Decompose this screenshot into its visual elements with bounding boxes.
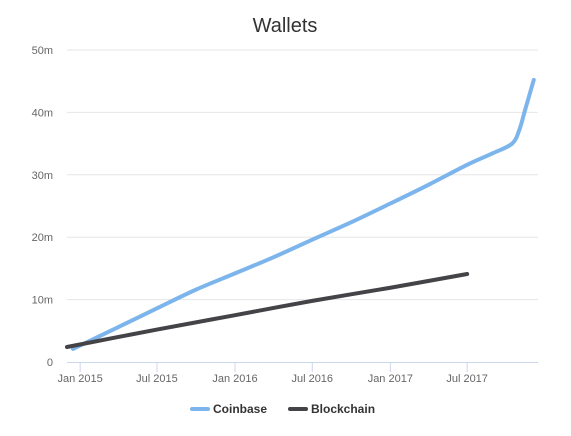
legend-item-coinbase[interactable]: Coinbase xyxy=(190,402,267,416)
y-tick-label: 20m xyxy=(32,232,53,244)
x-axis: Jan 2015 Jul 2015 Jan 2016 Jul 2016 Jan 2017… xyxy=(58,362,538,385)
x-tick-label: Jan 2016 xyxy=(212,373,257,385)
legend-label: Blockchain xyxy=(311,402,375,416)
legend-item-blockchain[interactable]: Blockchain xyxy=(288,402,375,416)
series-lines xyxy=(65,77,536,351)
x-tick-label: Jul 2017 xyxy=(446,373,488,385)
y-axis: 0 10m 20m 30m 40m 50m xyxy=(32,45,53,369)
y-tick-label: 30m xyxy=(32,170,53,182)
legend-label: Coinbase xyxy=(213,402,267,416)
y-tick-label: 0 xyxy=(47,357,53,369)
x-tick-label: Jul 2016 xyxy=(291,373,333,385)
x-tick-label: Jan 2017 xyxy=(368,373,413,385)
chart-title: Wallets xyxy=(253,15,318,37)
y-tick-label: 50m xyxy=(32,45,53,57)
legend[interactable]: Coinbase Blockchain xyxy=(190,402,375,416)
series-line-coinbase[interactable] xyxy=(70,77,536,351)
y-tick-label: 10m xyxy=(32,295,53,307)
y-tick-label: 40m xyxy=(32,107,53,119)
grid-lines xyxy=(67,49,538,301)
series-line-blockchain[interactable] xyxy=(65,272,470,350)
x-tick-label: Jul 2015 xyxy=(136,373,178,385)
x-tick-label: Jan 2015 xyxy=(58,373,103,385)
